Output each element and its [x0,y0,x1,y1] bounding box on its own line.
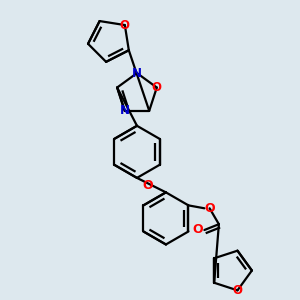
Text: O: O [232,284,242,297]
Text: O: O [120,19,130,32]
Text: O: O [143,178,153,192]
Text: O: O [152,81,162,94]
Text: O: O [193,224,203,236]
Text: N: N [120,104,130,117]
Text: N: N [132,67,142,80]
Text: O: O [204,202,215,215]
